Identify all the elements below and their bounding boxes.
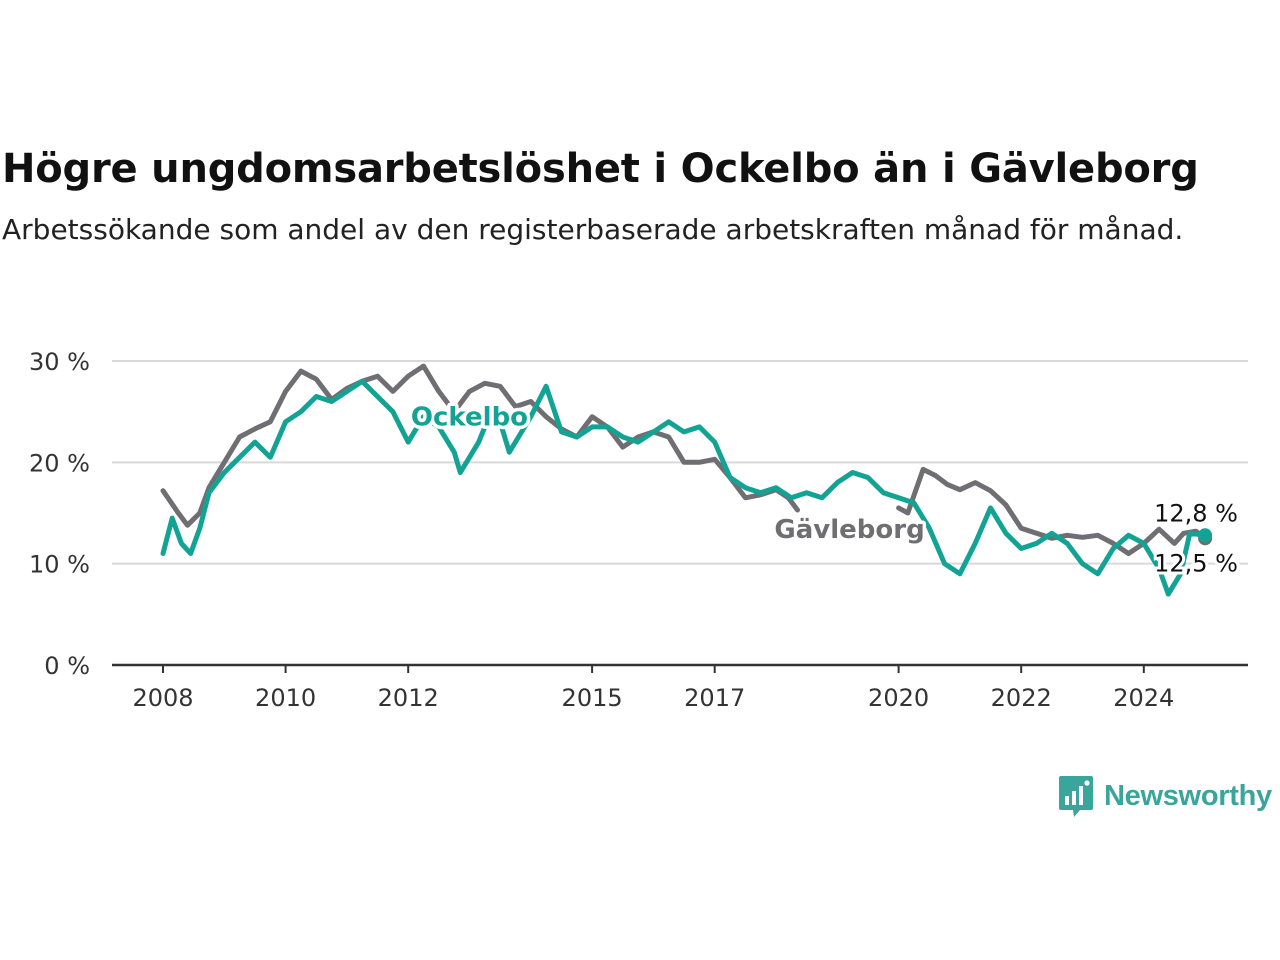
- series-labels: Ockelbo Gävleborg 12,8 % 12,5 %: [407, 399, 1241, 580]
- series-name-label: Ockelbo: [411, 403, 528, 433]
- x-tick-label: 2008: [132, 684, 193, 710]
- y-axis-ticks: 0 % 10 % 20 % 30 %: [29, 348, 90, 680]
- newsworthy-chart-bubble-icon: [1059, 776, 1093, 817]
- end-value-label-gavleborg: 12,5 %: [1154, 549, 1238, 577]
- chart-subtitle: Arbetssökande som andel av den registerb…: [2, 213, 1184, 246]
- y-tick-label: 30 %: [29, 348, 90, 376]
- newsworthy-logo: Newsworthy: [1058, 774, 1272, 818]
- x-tick-label: 2022: [991, 684, 1052, 710]
- x-tick-label: 2012: [378, 684, 439, 710]
- series-line-gavleborg: [160, 363, 800, 528]
- series-line-ockelbo: [160, 378, 1208, 597]
- series-line-gavleborg: [896, 466, 1208, 556]
- series-name-label: Gävleborg: [774, 515, 924, 545]
- end-value-label-ockelbo: 12,8 %: [1154, 499, 1238, 527]
- x-tick-label: 2015: [562, 684, 623, 710]
- x-tick-label: 2017: [684, 684, 745, 710]
- chart-title: Högre ungdomsarbetslöshet i Ockelbo än i…: [2, 146, 1199, 192]
- gridlines: [112, 360, 1248, 565]
- x-tick-label: 2020: [868, 684, 929, 710]
- series-lines: [160, 363, 1213, 597]
- y-tick-label: 10 %: [29, 551, 90, 579]
- brand-name: Newsworthy: [1104, 779, 1272, 812]
- x-tick-label: 2024: [1113, 684, 1174, 710]
- line-chart: 0 % 10 % 20 % 30 % 2008 2010 2012 2015 2017 2020…: [29, 348, 1248, 710]
- end-marker-ockelbo: [1198, 528, 1213, 543]
- x-axis: 2008 2010 2012 2015 2017 2020 2022 2024: [112, 663, 1248, 710]
- x-tick-label: 2010: [255, 684, 316, 710]
- y-tick-label: 20 %: [29, 449, 90, 477]
- y-tick-label: 0 %: [44, 652, 90, 680]
